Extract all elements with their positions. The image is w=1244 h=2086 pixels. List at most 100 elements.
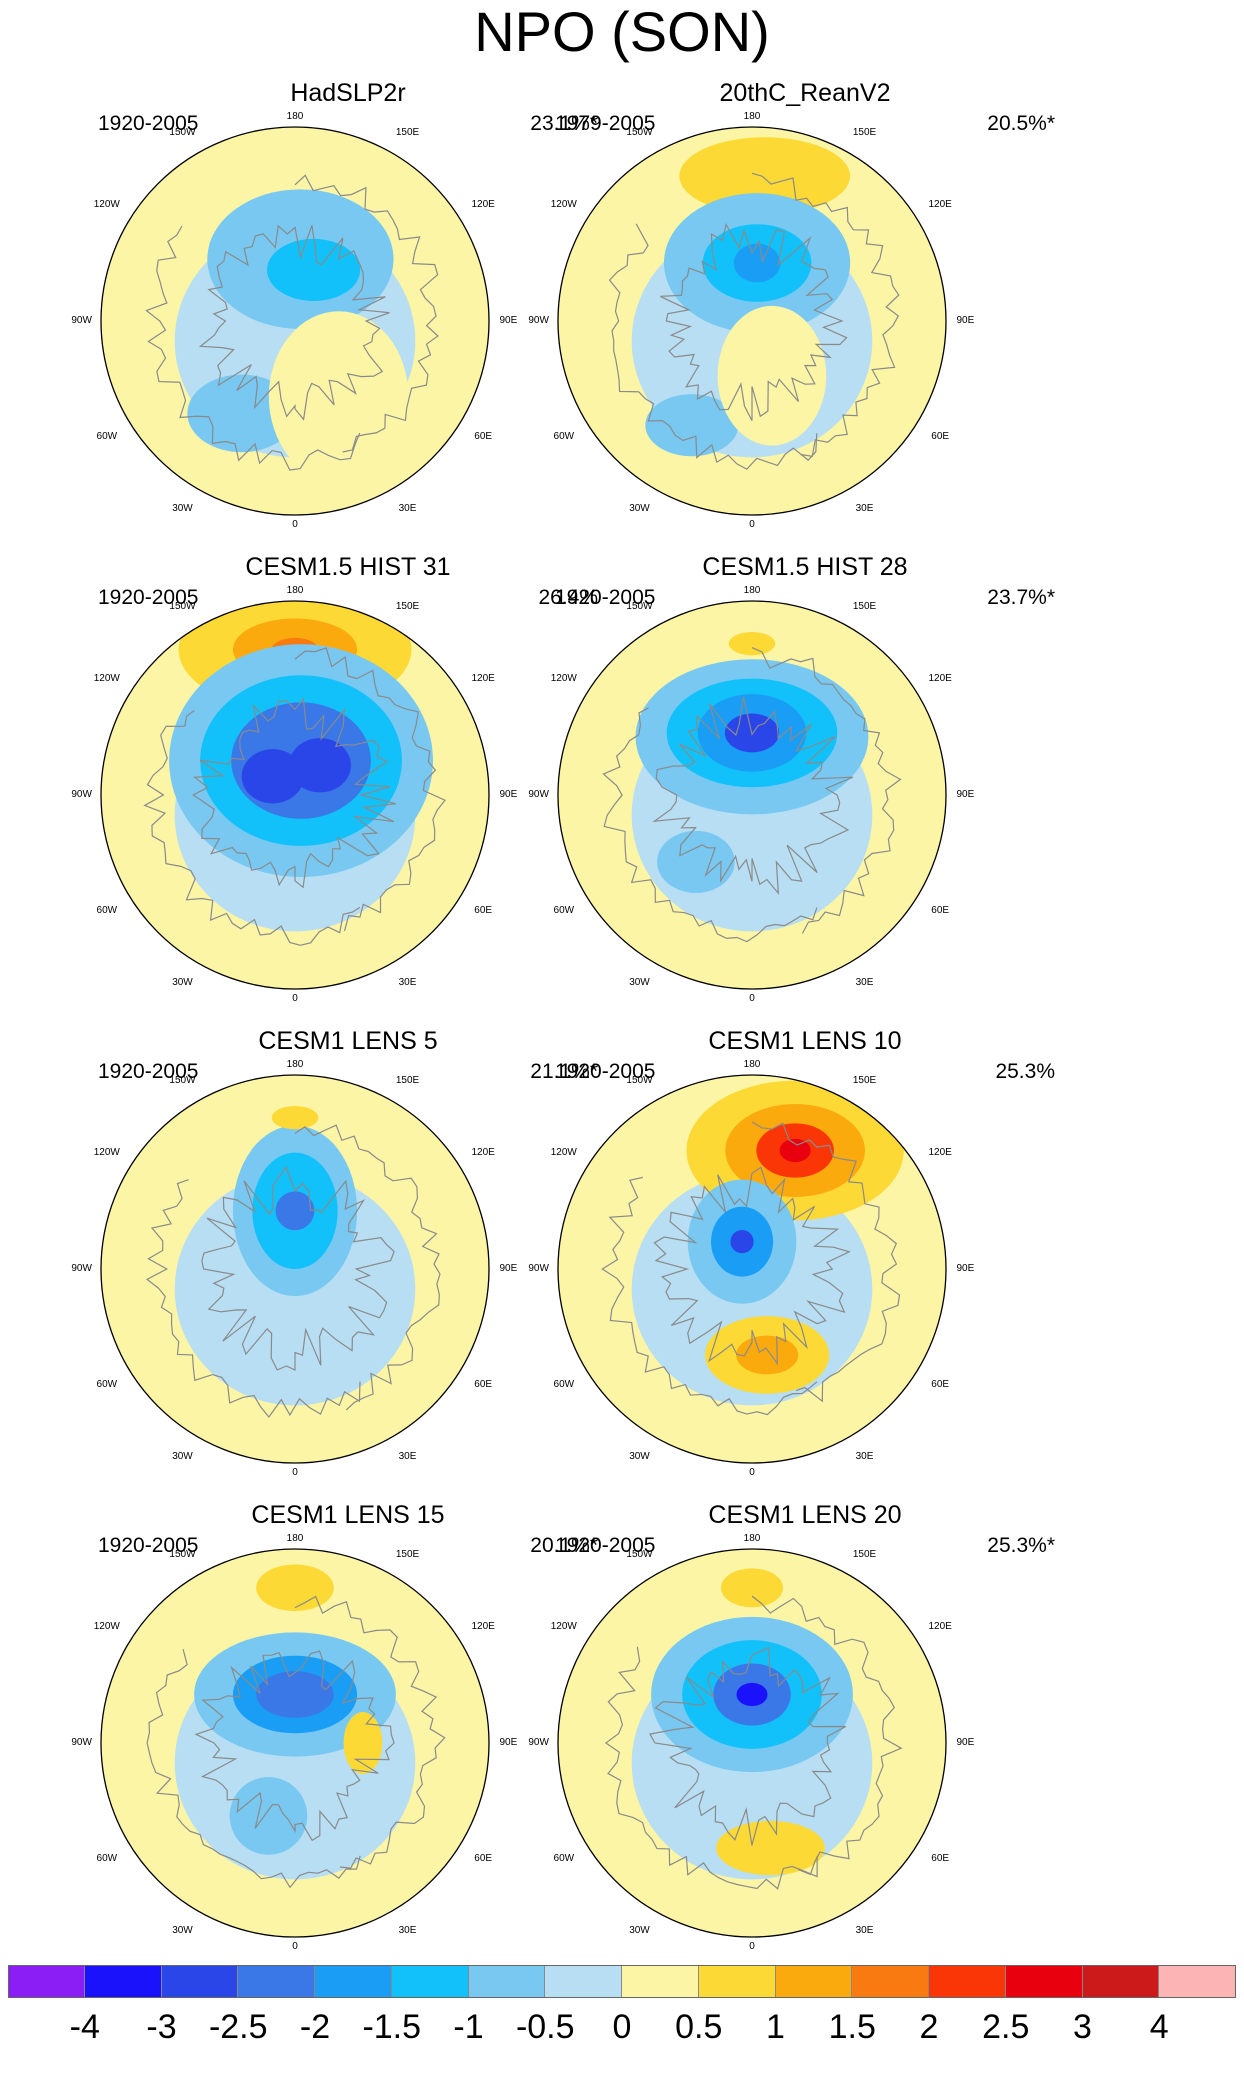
- longitude-label: 60W: [553, 431, 575, 443]
- map-boundary-circle: [557, 1548, 947, 1938]
- colorbar-tick-label: -3: [146, 2008, 177, 2046]
- polar-map: [100, 126, 490, 516]
- map-panel: CESM1 LENS 15 1920-2005 20.1%* 180 150W 150E 1…: [71, 1500, 598, 1970]
- map-boundary-circle: [557, 1074, 947, 1464]
- colorbar-tick-label: -2: [299, 2008, 331, 2046]
- longitude-label: 150W: [626, 600, 653, 612]
- field-contour-blob: [288, 738, 351, 793]
- longitude-label: 90W: [71, 315, 92, 326]
- polar-map: [100, 600, 490, 990]
- figure-title: NPO (SON): [474, 0, 770, 63]
- polar-map: [100, 1074, 490, 1464]
- longitude-label: 30W: [172, 1451, 193, 1463]
- longitude-label: 120E: [928, 1620, 952, 1632]
- longitude-label: 90E: [956, 1737, 975, 1748]
- longitude-label: 180: [743, 111, 761, 123]
- colorbar-swatch: [391, 1965, 469, 1998]
- longitude-label: 150W: [169, 1548, 196, 1560]
- longitude-label: 0: [749, 992, 755, 1004]
- colorbar-swatch: [238, 1965, 315, 1998]
- longitude-label: 150E: [852, 126, 877, 138]
- polar-map: [557, 1548, 947, 1938]
- field-contour-blob: [679, 137, 851, 215]
- colorbar-swatch: [545, 1965, 622, 1998]
- longitude-label: 120W: [550, 1620, 577, 1632]
- field-contour-blob: [779, 1138, 811, 1163]
- longitude-label: 30W: [172, 1925, 193, 1937]
- longitude-label: 60E: [474, 1379, 493, 1391]
- longitude-label: 180: [743, 585, 761, 597]
- panel-variance-percent: 20.5%*: [987, 112, 1055, 135]
- coastline: [146, 1648, 361, 1889]
- longitude-label: 60W: [553, 905, 575, 917]
- longitude-label: 150W: [626, 126, 653, 138]
- colorbar-swatch: [1005, 1965, 1083, 1998]
- longitude-label: 120W: [550, 198, 577, 210]
- colorbar-swatch: [929, 1965, 1006, 1998]
- colorbar-swatch: [1082, 1965, 1160, 1998]
- field-contour-blob: [728, 632, 776, 656]
- colorbar-tick-label: -1: [453, 2008, 484, 2046]
- longitude-label: 120E: [928, 672, 952, 684]
- longitude-label: 150E: [852, 1548, 877, 1560]
- field-contour-blob: [720, 1568, 784, 1608]
- coastline: [194, 1650, 395, 1842]
- longitude-label: 30E: [855, 977, 874, 989]
- panel-title: CESM1 LENS 5: [258, 1027, 438, 1055]
- panel-variance-percent: 21.1%*: [530, 1060, 598, 1083]
- coastline: [192, 697, 397, 889]
- map-panel: CESM1 LENS 5 1920-2005 21.1%* 180 150W 150E 12…: [71, 1026, 598, 1496]
- longitude-label: 30W: [629, 977, 650, 989]
- longitude-label: 60E: [931, 905, 950, 917]
- panel-variance-percent: 26.4%: [538, 586, 598, 609]
- coastline: [294, 1124, 441, 1411]
- panel-title: CESM1.5 HIST 28: [702, 553, 908, 581]
- panel-variance-percent: 25.3%*: [987, 1534, 1055, 1557]
- colorbar-tick-label: -0.5: [515, 2008, 575, 2046]
- colorbar-tick-label: 2.5: [982, 2008, 1030, 2046]
- panel-period: 1920-2005: [98, 586, 199, 609]
- longitude-label: 0: [749, 518, 755, 530]
- colorbar-swatch: [468, 1965, 546, 1998]
- coastline: [145, 225, 361, 471]
- coastline: [143, 709, 361, 946]
- colorbar-tick-label: 0.5: [675, 2008, 723, 2046]
- longitude-label: 90E: [956, 1263, 975, 1274]
- longitude-label: 60W: [96, 1853, 118, 1865]
- longitude-label: 180: [743, 1533, 761, 1545]
- field-contour-blob: [717, 305, 827, 446]
- longitude-label: 120E: [471, 1620, 495, 1632]
- longitude-label: 90E: [956, 315, 975, 326]
- longitude-label: 150W: [169, 126, 196, 138]
- panel-variance-percent: 23.7%*: [987, 586, 1055, 609]
- panel-period: 1920-2005: [98, 1060, 199, 1083]
- longitude-label: 0: [292, 518, 298, 530]
- longitude-label: 120W: [93, 1146, 120, 1158]
- longitude-label: 120W: [93, 672, 120, 684]
- longitude-label: 120W: [93, 198, 120, 210]
- field-contour-blob: [657, 830, 735, 893]
- coastline: [608, 223, 818, 470]
- field-contour-blob: [268, 311, 409, 482]
- longitude-label: 150E: [852, 1074, 877, 1086]
- longitude-label: 30E: [398, 1451, 417, 1463]
- longitude-label: 150E: [395, 600, 420, 612]
- field-contour-blob: [256, 1671, 334, 1718]
- field-contour-blob: [275, 1191, 315, 1231]
- longitude-label: 150E: [395, 126, 420, 138]
- map-boundary-circle: [100, 126, 490, 516]
- longitude-label: 120E: [471, 198, 495, 210]
- coastline: [653, 1166, 851, 1366]
- panel-title: 20thC_ReanV2: [719, 79, 891, 107]
- map-boundary-circle: [100, 600, 490, 990]
- colorbar-swatch: [1159, 1965, 1236, 1998]
- coastline: [294, 1595, 446, 1869]
- coastline: [751, 647, 902, 934]
- longitude-label: 30E: [855, 1451, 874, 1463]
- map-panel: CESM1 LENS 10 1920-2005 25.3% 180 150W 150E 12…: [528, 1026, 1055, 1496]
- panel-variance-percent: 23.1%*: [530, 112, 598, 135]
- panel-period: 1920-2005: [555, 1534, 656, 1557]
- longitude-label: 30E: [398, 977, 417, 989]
- colorbar-swatch: [161, 1965, 239, 1998]
- longitude-label: 150W: [626, 1548, 653, 1560]
